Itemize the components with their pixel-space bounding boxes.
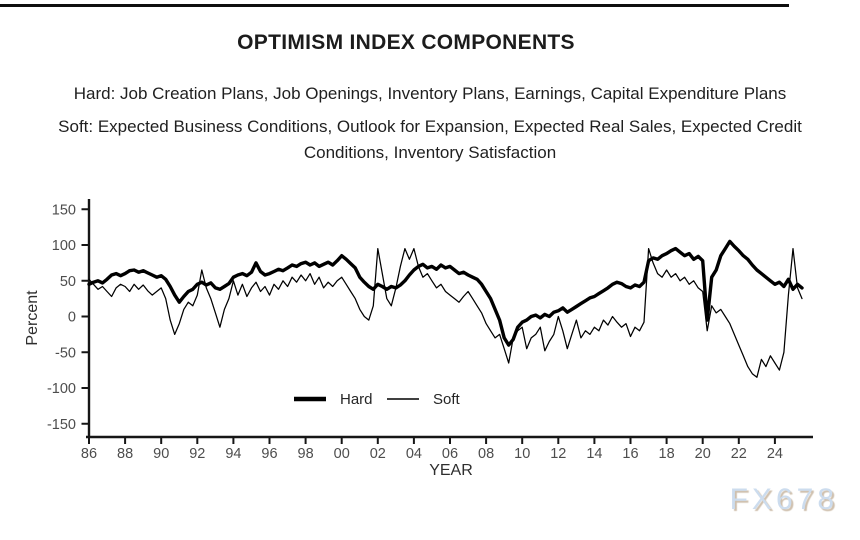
x-axis-title: YEAR [429, 462, 473, 479]
y-tick-label: 0 [68, 310, 76, 326]
legend-label-soft: Soft [433, 391, 461, 408]
page-title: OPTIMISM INDEX COMPONENTS [237, 31, 575, 54]
y-tick-label: 150 [52, 202, 76, 218]
x-tick-label: 10 [514, 446, 530, 462]
x-tick-label: 02 [370, 446, 386, 462]
x-tick-label: 24 [767, 446, 783, 462]
x-tick-label: 22 [731, 446, 747, 462]
y-axis-title: Percent [24, 290, 41, 346]
x-tick-label: 96 [261, 446, 277, 462]
x-tick-label: 04 [406, 446, 422, 462]
x-tick-label: 18 [659, 446, 675, 462]
y-tick-label: 100 [52, 238, 76, 254]
series-line-soft [88, 247, 803, 378]
x-tick-label: 08 [478, 446, 494, 462]
x-tick-label: 98 [298, 446, 314, 462]
x-tick-label: 86 [81, 446, 97, 462]
series-line-hard [87, 239, 804, 347]
x-tick-label: 94 [225, 446, 241, 462]
x-tick-label: 92 [189, 446, 205, 462]
x-tick-label: 14 [586, 446, 602, 462]
y-tick-label: -50 [55, 345, 76, 361]
x-tick-label: 90 [153, 446, 169, 462]
hard-components-definition: Hard: Job Creation Plans, Job Openings, … [73, 84, 787, 103]
legend-label-hard: Hard [340, 391, 373, 408]
y-tick-label: 50 [60, 274, 76, 290]
watermark-fx678: FX678 [729, 483, 838, 516]
x-tick-label: 88 [117, 446, 133, 462]
x-tick-label: 12 [550, 446, 566, 462]
y-tick-label: -100 [47, 381, 76, 397]
top-rule [0, 4, 789, 7]
x-tick-label: 00 [334, 446, 350, 462]
x-tick-label: 06 [442, 446, 458, 462]
x-tick-label: 20 [695, 446, 711, 462]
soft-components-definition: Soft: Expected Business Conditions, Outl… [58, 117, 802, 163]
y-tick-label: -150 [47, 417, 76, 433]
x-tick-label: 16 [622, 446, 638, 462]
